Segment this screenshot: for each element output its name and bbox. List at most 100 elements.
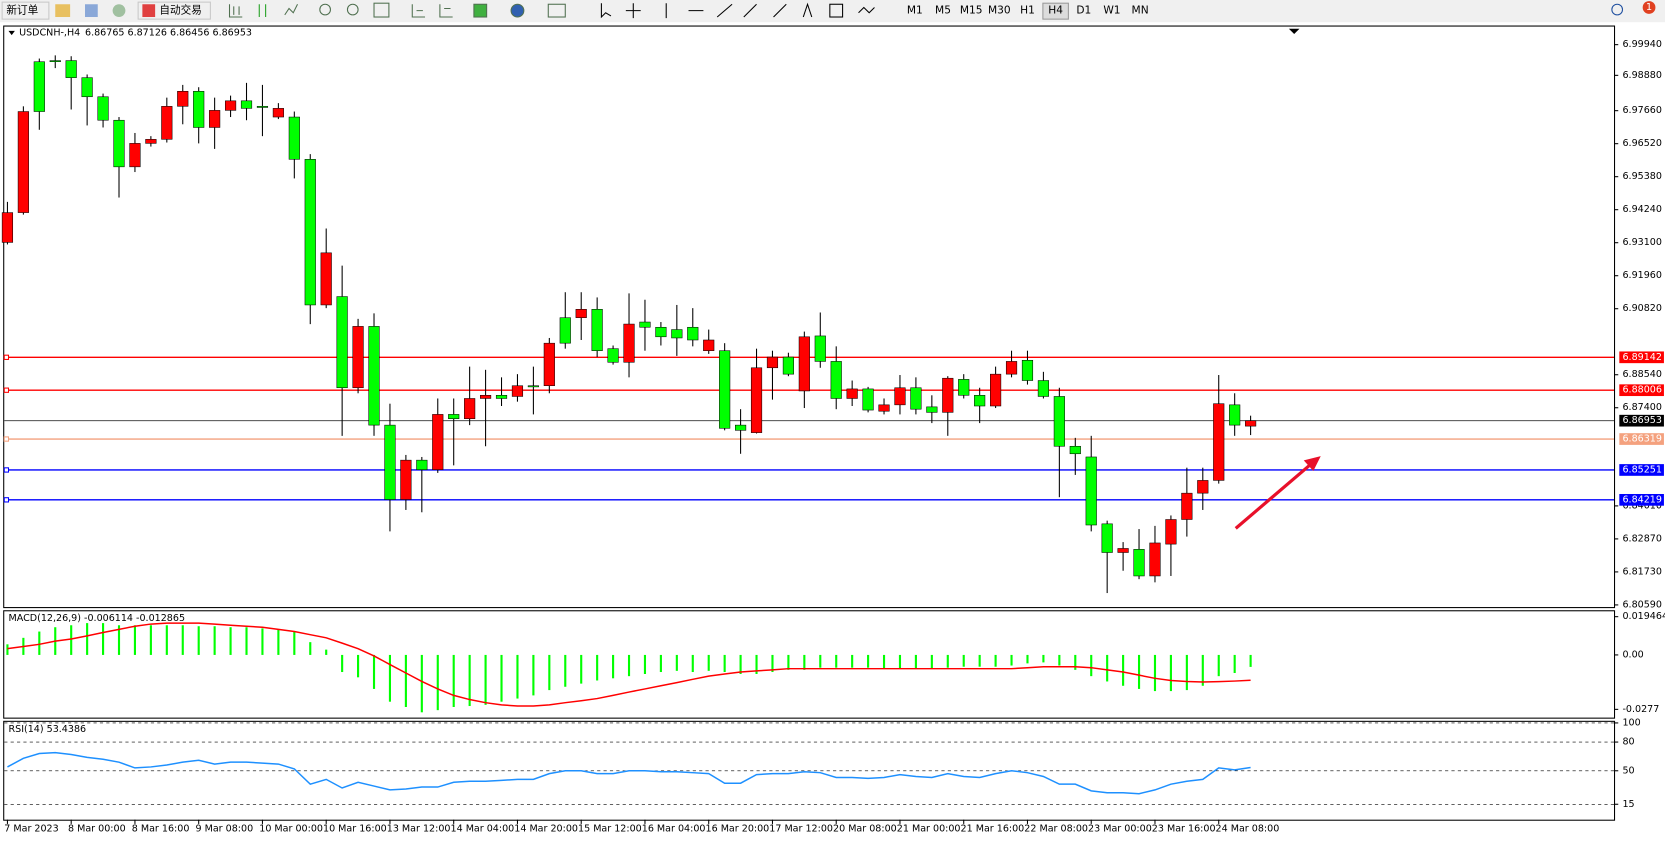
icon[interactable] — [829, 3, 844, 18]
icon[interactable] — [284, 4, 298, 16]
y-tick-label: 50 — [1622, 765, 1634, 776]
x-tick-label: 9 Mar 08:00 — [196, 824, 254, 835]
level-label-bg — [1619, 351, 1664, 364]
candle-body — [209, 110, 221, 128]
toolbar-bg — [0, 0, 1665, 23]
macd-title: MACD(12,26,9) -0.006114 -0.012865 — [9, 613, 186, 624]
timeframe-button[interactable] — [1042, 2, 1069, 20]
icon[interactable] — [547, 3, 566, 18]
y-tick-label: 6.94240 — [1622, 204, 1661, 215]
candle-body — [464, 398, 476, 420]
candle-body — [1229, 404, 1241, 426]
candle-body — [240, 100, 253, 109]
candle-body — [368, 326, 380, 426]
icon[interactable] — [665, 3, 757, 19]
candle-body — [735, 424, 747, 431]
icon — [142, 4, 156, 18]
timeframe-button[interactable] — [958, 3, 984, 20]
search-icon[interactable] — [1611, 3, 1624, 16]
y-tick-label: 6.88540 — [1622, 369, 1661, 380]
icon[interactable] — [319, 3, 331, 16]
chart-bg — [0, 22, 1665, 842]
y-tick-label: 6.81730 — [1622, 566, 1661, 577]
timeframe-button[interactable] — [1127, 3, 1153, 20]
icon[interactable] — [258, 4, 267, 18]
candle-body — [1085, 456, 1097, 526]
timeframe-label: M30 — [988, 4, 1011, 17]
candle-body — [862, 388, 874, 411]
icon[interactable] — [600, 3, 612, 19]
icon[interactable] — [228, 4, 243, 18]
timeframe-button[interactable] — [1099, 3, 1125, 20]
y-tick-label: 6.87400 — [1622, 402, 1661, 413]
x-tick-label: 21 Mar 16:00 — [961, 824, 1025, 835]
level-label-bg — [1619, 384, 1664, 397]
candle-body — [575, 309, 587, 318]
x-tick-label: 15 Mar 12:00 — [578, 824, 642, 835]
icon[interactable] — [112, 4, 126, 18]
timeframe-label: W1 — [1103, 4, 1120, 17]
y-tick-label: 100 — [1622, 717, 1640, 728]
x-tick-label: 14 Mar 04:00 — [451, 824, 515, 835]
candle-body — [288, 116, 300, 160]
x-tick-label: 16 Mar 04:00 — [642, 824, 706, 835]
icon[interactable] — [411, 4, 426, 18]
x-tick-label: 24 Mar 08:00 — [1216, 824, 1280, 835]
level-handle — [3, 436, 10, 442]
candle-body — [129, 143, 141, 168]
x-tick-label: 10 Mar 00:00 — [259, 824, 323, 835]
candle-body — [448, 414, 460, 420]
timeframe-button[interactable] — [1071, 3, 1097, 20]
candle-body — [161, 106, 173, 140]
level-label: 6.89142 — [1622, 352, 1661, 363]
icon[interactable] — [510, 3, 525, 18]
candle-body — [750, 367, 763, 433]
candle-body — [97, 96, 109, 121]
new-order-button[interactable] — [1, 1, 50, 20]
x-tick-label: 10 Mar 16:00 — [323, 824, 387, 835]
candle-body — [543, 342, 555, 387]
candle-body — [782, 356, 794, 375]
icon[interactable] — [373, 2, 390, 18]
candle-body — [272, 108, 284, 118]
icon[interactable] — [439, 4, 453, 18]
timeframe-button[interactable] — [902, 3, 928, 20]
icon[interactable] — [346, 3, 359, 16]
candle-body — [1181, 492, 1193, 520]
level-handle — [3, 497, 10, 503]
candle-body — [193, 91, 205, 128]
icon[interactable] — [773, 2, 813, 18]
chart-tools — [228, 2, 875, 19]
timeframe-label: M1 — [907, 4, 923, 17]
candle-body — [1005, 361, 1018, 375]
candle-body — [320, 252, 332, 306]
x-tick-label: 13 Mar 12:00 — [387, 824, 451, 835]
candle-body — [623, 323, 635, 363]
icon[interactable] — [85, 4, 98, 18]
candle-body — [591, 309, 603, 351]
candle-body — [639, 321, 651, 328]
level-handle — [3, 467, 10, 473]
rsi-title: RSI(14) 53.4386 — [9, 724, 87, 735]
timeframe-button[interactable] — [930, 3, 956, 20]
candle-body — [671, 329, 683, 339]
notification-badge[interactable] — [1642, 1, 1656, 14]
y-tick-label: 6.97660 — [1622, 105, 1661, 116]
level-label: 6.86319 — [1622, 434, 1661, 445]
icon[interactable] — [858, 6, 875, 14]
main-pane — [3, 25, 1616, 609]
icon[interactable] — [473, 3, 488, 18]
x-tick-label: 23 Mar 16:00 — [1152, 824, 1216, 835]
timeframe-button[interactable] — [1014, 3, 1041, 20]
level-handle — [3, 387, 10, 393]
icon[interactable] — [625, 3, 641, 19]
auto-trade-button[interactable] — [137, 1, 211, 20]
trend-arrow-head — [1303, 456, 1321, 471]
candle-body — [814, 335, 826, 362]
trend-arrow — [1234, 459, 1317, 530]
timeframe-button[interactable] — [986, 3, 1013, 20]
y-tick-label: -0.0277 — [1622, 704, 1659, 715]
y-tick-label: 6.80590 — [1622, 599, 1661, 610]
icon[interactable] — [55, 4, 71, 18]
